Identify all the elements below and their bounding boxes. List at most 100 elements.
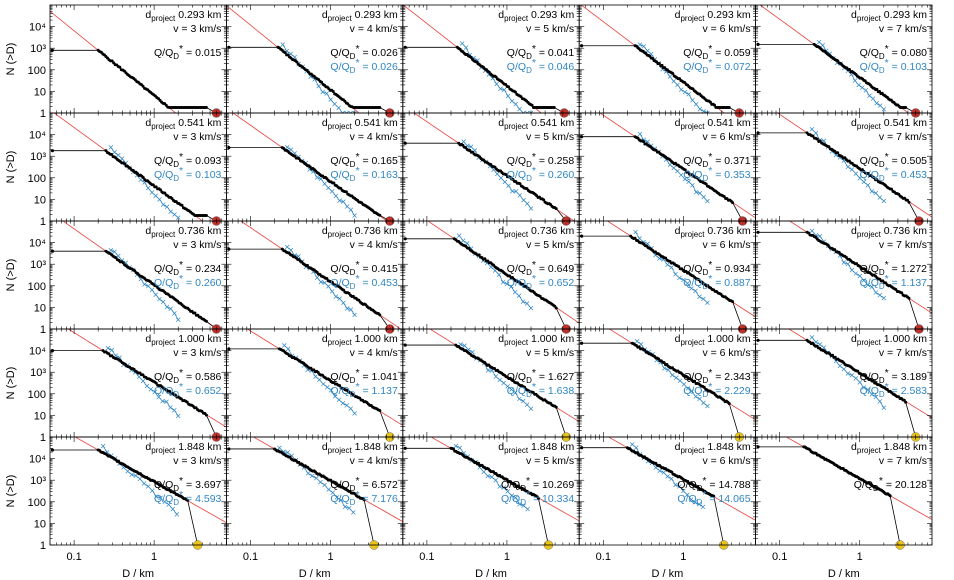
annotation-part: 0.541 km	[175, 117, 221, 129]
annotation-part: Q/Q	[507, 61, 526, 73]
annotation-part: D	[173, 390, 179, 399]
annotation-part: = 0.586	[183, 371, 221, 383]
annotation-part: *	[532, 259, 536, 271]
comparison-point	[662, 366, 667, 371]
model-point	[863, 268, 867, 272]
annotation-part: D	[526, 52, 532, 61]
annotation-part: = 1.137	[889, 277, 927, 289]
annotation-part: D	[173, 268, 179, 277]
annotation-part: *	[532, 165, 536, 177]
comparison-point	[521, 197, 526, 203]
annotation-part: 0.293 km	[881, 9, 927, 21]
annotation-part: Q/Q	[683, 47, 702, 59]
annotation-part: = 0.415	[360, 263, 398, 275]
comparison-point	[153, 193, 158, 198]
panel-frame	[755, 112, 933, 222]
comparison-point	[869, 189, 875, 194]
model-point	[204, 105, 208, 109]
panel-ticks	[578, 5, 756, 114]
panel: dproject 0.541 kmv = 4 km/sQ/QD* = 0.165…	[225, 112, 404, 226]
comparison-point	[105, 345, 111, 351]
panel: dproject 0.736 kmv = 5 km/sQ/QD* = 0.649…	[402, 220, 580, 334]
model-point	[875, 87, 879, 91]
annotation-part: = 0.072	[712, 61, 750, 73]
annotation-d-project: dproject 1.000 km	[145, 333, 221, 347]
annotation-part: = 0.505	[889, 155, 927, 167]
comparison-point	[352, 411, 357, 416]
annotation-part: = 0.353	[712, 169, 750, 181]
annotation-velocity: v = 6 km/s	[702, 23, 750, 35]
annotation-part: 0.541 km	[704, 117, 750, 129]
comparison-point	[517, 106, 522, 112]
annotation-d-project: dproject 0.293 km	[675, 9, 751, 23]
annotation-part: project	[857, 122, 882, 131]
model-point	[552, 105, 556, 109]
comparison-point	[816, 39, 822, 45]
panel: dproject 0.293 kmv = 7 km/sQ/QD* = 0.080…	[755, 4, 933, 118]
annotation-q-ratio-comparison: Q/QD* = 1.137	[330, 381, 398, 399]
annotation-part: project	[328, 230, 353, 239]
annotation-part: *	[885, 165, 889, 177]
comparison-point	[809, 228, 815, 234]
annotation-part: *	[885, 151, 889, 163]
annotation-part: Q/Q	[330, 263, 349, 275]
annotation-part: project	[151, 122, 176, 131]
comparison-point	[108, 248, 114, 253]
model-point	[580, 44, 584, 48]
comparison-point	[461, 139, 466, 144]
annotation-q-ratio: Q/QD* = 0.026	[330, 43, 398, 61]
comparison-point	[168, 209, 173, 214]
annotation-part: Q/Q	[683, 371, 702, 383]
model-point	[847, 67, 851, 71]
comparison-point	[633, 229, 638, 235]
annotation-part: *	[885, 259, 889, 271]
annotation-part: *	[179, 165, 183, 177]
annotation-part: D	[526, 282, 532, 291]
comparison-point	[112, 249, 117, 254]
comparison-point	[677, 275, 682, 281]
annotation-part: Q/Q	[683, 385, 702, 397]
annotation-part: d	[675, 333, 681, 345]
panel-ticks	[402, 5, 580, 114]
comparison-point	[865, 282, 871, 288]
annotation-part: v = 4 km/s	[350, 131, 398, 143]
comparison-point	[670, 372, 675, 378]
model-point	[283, 51, 287, 55]
annotation-part: project	[857, 230, 882, 239]
annotation-part: = 0.652	[183, 385, 221, 397]
comparison-point	[853, 376, 859, 381]
annotation-velocity: v = 6 km/s	[702, 347, 750, 359]
annotation-part: D	[879, 268, 885, 277]
comparison-point	[464, 241, 470, 246]
model-point	[900, 291, 904, 295]
annotation-part: v = 3 km/s	[173, 239, 221, 251]
panel: dproject 1.000 kmv = 5 km/sQ/QD* = 1.627…	[402, 328, 580, 442]
annotation-part: project	[504, 122, 529, 131]
annotation-part: v = 7 km/s	[879, 23, 927, 35]
annotation-part: Q/Q	[507, 277, 526, 289]
model-point	[554, 306, 558, 310]
comparison-point	[462, 343, 467, 348]
annotation-part: = 0.093	[183, 155, 221, 167]
comparison-point	[520, 299, 526, 304]
comparison-point	[463, 45, 469, 50]
comparison-point	[282, 343, 287, 348]
comparison-point	[881, 405, 887, 410]
comparison-point	[667, 162, 673, 167]
annotation-part: Q/Q	[330, 155, 349, 167]
comparison-point	[877, 292, 883, 298]
comparison-point	[317, 377, 322, 383]
annotation-d-project: dproject 0.541 km	[145, 117, 221, 131]
comparison-point	[168, 306, 173, 311]
model-point	[712, 103, 716, 107]
comparison-point	[508, 284, 514, 289]
annotation-part: project	[504, 338, 529, 347]
panel-ticks	[49, 329, 227, 438]
annotation-part: D	[350, 174, 356, 183]
comparison-point	[641, 44, 646, 49]
annotation-part: v = 6 km/s	[702, 131, 750, 143]
annotation-part: D	[702, 66, 708, 75]
panel-ticks	[755, 113, 933, 222]
comparison-point	[857, 273, 863, 279]
annotation-part: d	[675, 225, 681, 237]
